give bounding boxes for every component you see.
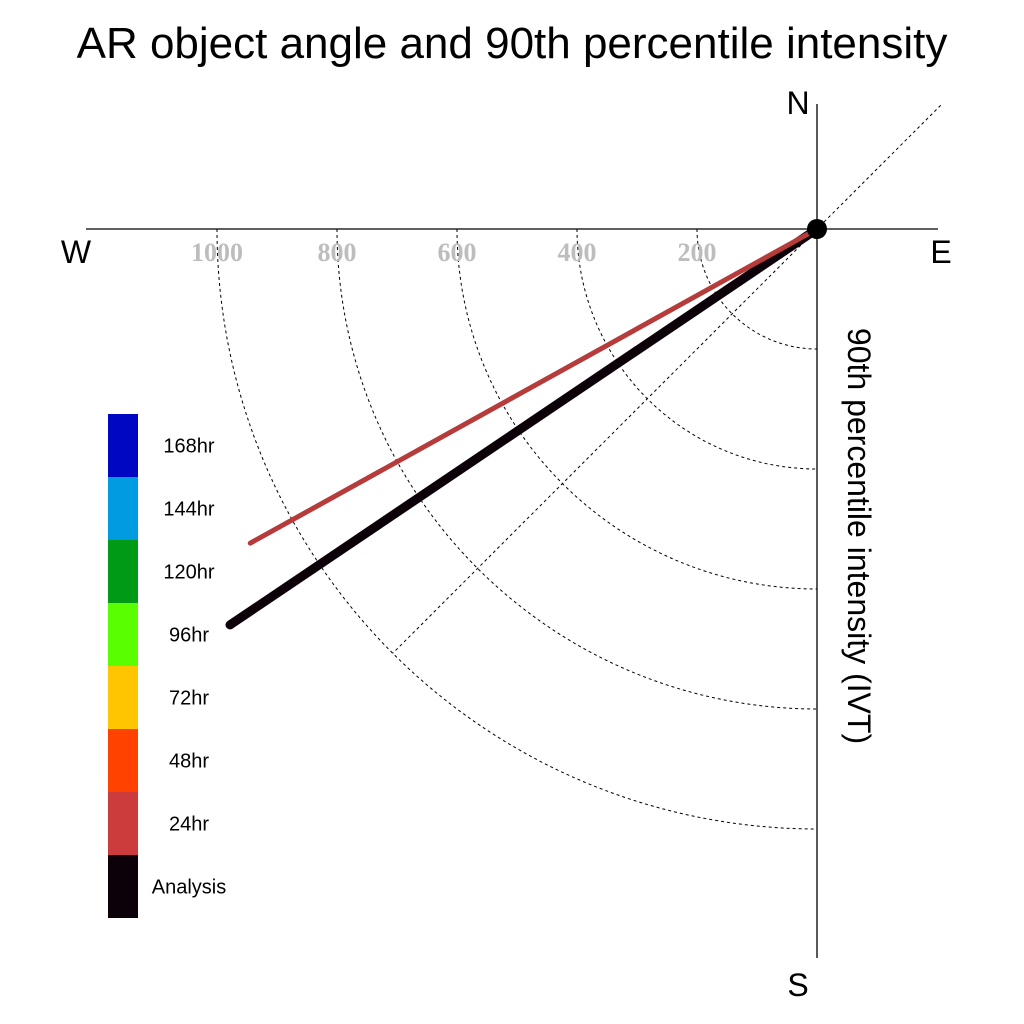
legend-label: 24hr bbox=[169, 814, 209, 836]
series-vector-analysis bbox=[225, 224, 822, 630]
legend-swatch bbox=[108, 855, 138, 918]
radial-tick-label: 600 bbox=[438, 238, 477, 267]
legend-swatch bbox=[108, 477, 138, 540]
legend-swatch bbox=[108, 540, 138, 603]
radial-tick-label: 200 bbox=[678, 238, 717, 267]
legend-swatch bbox=[108, 414, 138, 477]
legend-label: 48hr bbox=[169, 751, 209, 773]
compass-east-label: E bbox=[930, 234, 951, 270]
legend-label: 144hr bbox=[163, 499, 214, 521]
legend: 168hr 144hr 120hr 96hr 72hr 48hr 24hr Analysis bbox=[108, 414, 226, 918]
radial-tick-label: 1000 bbox=[191, 238, 243, 267]
compass-west-label: W bbox=[61, 234, 92, 270]
legend-swatch bbox=[108, 792, 138, 855]
legend-swatch bbox=[108, 603, 138, 666]
grid-arc bbox=[216, 228, 818, 830]
series-layer bbox=[225, 224, 822, 630]
chart-title: AR object angle and 90th percentile inte… bbox=[77, 19, 948, 68]
radial-tick-label: 800 bbox=[318, 238, 357, 267]
grid-layer bbox=[216, 104, 942, 830]
legend-label: 96hr bbox=[169, 625, 209, 647]
radial-axis-title: 90th percentile intensity (IVT) bbox=[841, 328, 877, 744]
radial-tick-labels: 200 400 600 800 1000 bbox=[191, 238, 717, 267]
compass-north-label: N bbox=[786, 85, 809, 121]
legend-label: 168hr bbox=[163, 436, 214, 458]
legend-label: Analysis bbox=[152, 877, 226, 899]
grid-arc bbox=[696, 228, 818, 350]
legend-label: 72hr bbox=[169, 688, 209, 710]
radial-tick-label: 400 bbox=[558, 238, 597, 267]
compass-south-label: S bbox=[787, 967, 808, 1003]
legend-swatch bbox=[108, 666, 138, 729]
series-vector-24hr bbox=[247, 226, 820, 546]
legend-label: 120hr bbox=[163, 562, 214, 584]
origin-marker bbox=[807, 219, 827, 239]
legend-swatch bbox=[108, 729, 138, 792]
